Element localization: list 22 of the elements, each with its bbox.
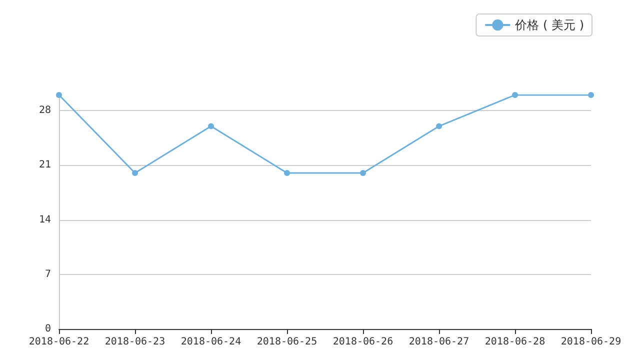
point (56, 92, 62, 98)
point (132, 170, 138, 176)
x-tick-label: 2018-06-26 (332, 336, 394, 348)
y-tick-label: 28 (38, 105, 51, 116)
point (436, 123, 442, 130)
y-tick-label: 14 (38, 214, 51, 226)
x-tick-label: 2018-06-24 (180, 336, 242, 348)
point (208, 123, 214, 130)
x-tick-label: 2018-06-25 (256, 336, 318, 348)
y-tick-label: 0 (44, 324, 51, 334)
x-tick-label: 2018-06-29 (560, 336, 622, 348)
x-tick-label: 2018-06-23 (104, 336, 166, 348)
y-tick-label: 7 (44, 268, 51, 280)
point (360, 170, 366, 176)
y-tick-label: 21 (38, 160, 51, 171)
point (284, 170, 290, 176)
point (588, 92, 594, 98)
x-tick-label: 2018-06-22 (28, 336, 90, 348)
point (512, 92, 518, 98)
x-tick-label: 2018-06-27 (408, 336, 470, 348)
legend-label: 价格 ( 美元 ) (514, 18, 584, 32)
x-tick-label: 2018-06-28 (484, 336, 546, 348)
